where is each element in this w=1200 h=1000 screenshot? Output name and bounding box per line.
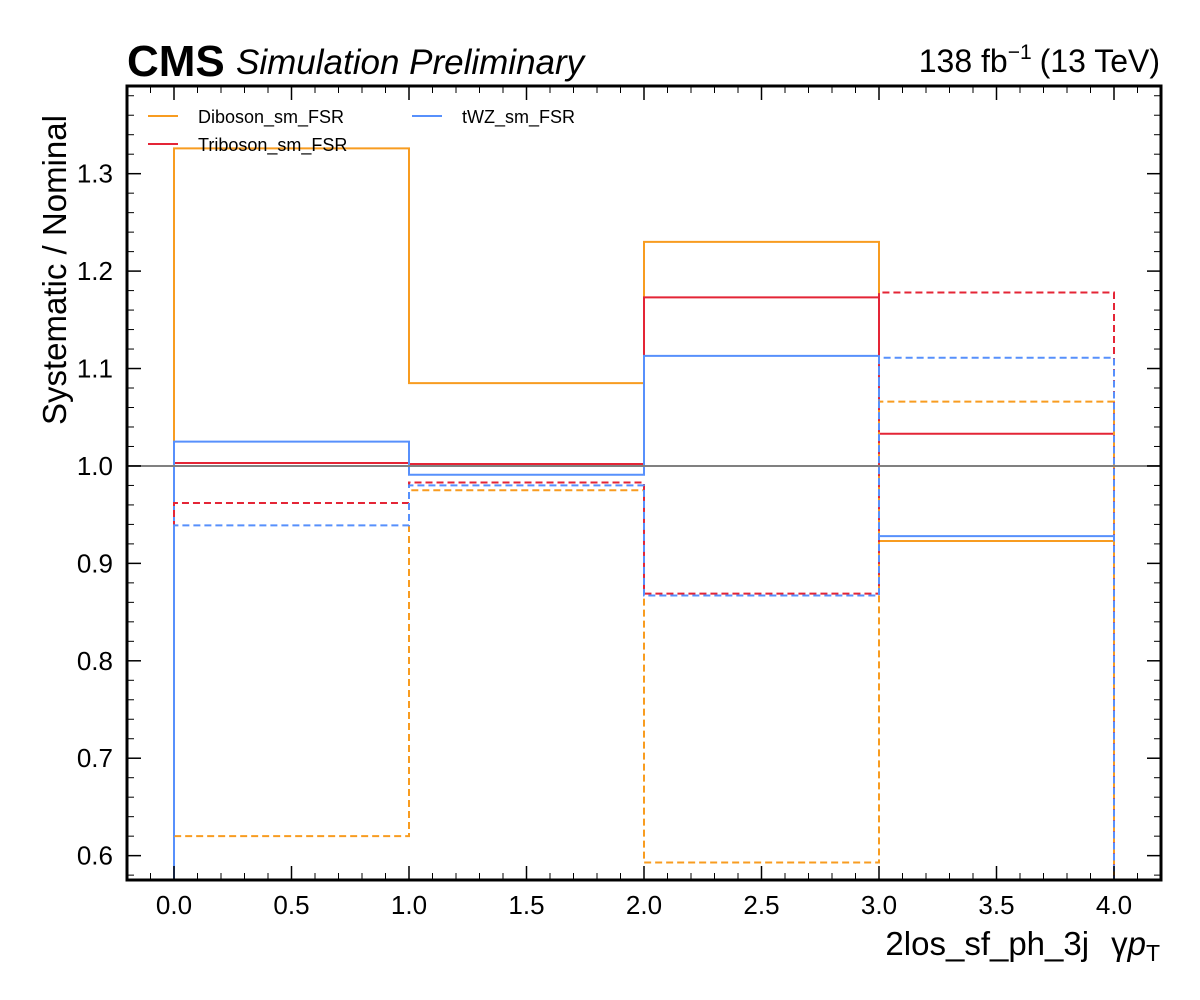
lumi-label: 138 fb−1 (13 TeV) xyxy=(919,41,1160,79)
x-axis-var: p xyxy=(1127,925,1146,962)
legend-label: Triboson_sm_FSR xyxy=(198,135,347,156)
y-tick-label: 1.0 xyxy=(77,451,113,481)
x-tick-label: 4.0 xyxy=(1096,890,1132,920)
y-tick-label: 0.8 xyxy=(77,646,113,676)
y-tick-label: 0.7 xyxy=(77,743,113,773)
legend-label: Diboson_sm_FSR xyxy=(198,107,344,128)
legend: Diboson_sm_FSR Triboson_sm_FSR tWZ_sm_FSR xyxy=(148,107,575,156)
series-line-diboson-down xyxy=(173,400,1115,880)
ticks-layer xyxy=(127,86,1162,880)
x-tick-label: 1.5 xyxy=(508,890,544,920)
y-tick-label: 0.9 xyxy=(77,548,113,578)
y-tick-labels: 0.6 0.7 0.8 0.9 1.0 1.1 1.2 1.3 xyxy=(77,159,113,871)
y-tick-label: 1.1 xyxy=(77,354,113,384)
y-axis-title: Systematic / Nominal xyxy=(36,115,73,425)
plot-area: 0.0 0.5 1.0 1.5 2.0 2.5 3.0 3.5 4.0 0.6 0.7 0.8 0.9… xyxy=(77,84,1163,920)
x-tick-labels: 0.0 0.5 1.0 1.5 2.0 2.5 3.0 3.5 4.0 xyxy=(156,890,1132,920)
x-tick-label: 2.0 xyxy=(626,890,662,920)
x-tick-label: 0.5 xyxy=(273,890,309,920)
x-tick-label: 2.5 xyxy=(743,890,779,920)
series-line-triboson-down xyxy=(173,291,1115,880)
x-tick-label: 1.0 xyxy=(391,890,427,920)
legend-entry: Diboson_sm_FSR xyxy=(148,107,344,128)
x-tick-label: 3.0 xyxy=(861,890,897,920)
y-tick-label: 1.2 xyxy=(77,256,113,286)
y-tick-label: 0.6 xyxy=(77,841,113,871)
x-tick-label: 3.5 xyxy=(978,890,1014,920)
legend-label: tWZ_sm_FSR xyxy=(462,107,575,128)
plot-frame xyxy=(125,84,1163,882)
legend-entry: Triboson_sm_FSR xyxy=(148,135,347,156)
x-axis-title: 2los_sf_ph_3j γpT xyxy=(885,925,1160,966)
status-label: Simulation Preliminary xyxy=(236,43,587,82)
legend-entry: tWZ_sm_FSR xyxy=(412,107,575,128)
energy-label: (13 TeV) xyxy=(1040,43,1160,79)
x-tick-label: 0.0 xyxy=(156,890,192,920)
x-axis-sub: T xyxy=(1146,940,1160,966)
x-axis-label: 2los_sf_ph_3j xyxy=(885,925,1089,962)
x-axis-symbol: γ xyxy=(1111,925,1128,962)
y-tick-label: 1.3 xyxy=(77,159,113,189)
lumi-value: 138 fb xyxy=(919,43,1008,79)
series-line-twz-up xyxy=(173,354,1115,880)
lumi-exponent: −1 xyxy=(1008,41,1032,64)
series-line-twz-down xyxy=(173,356,1115,880)
experiment-label: CMS xyxy=(127,37,225,86)
series-layer xyxy=(173,147,1115,880)
